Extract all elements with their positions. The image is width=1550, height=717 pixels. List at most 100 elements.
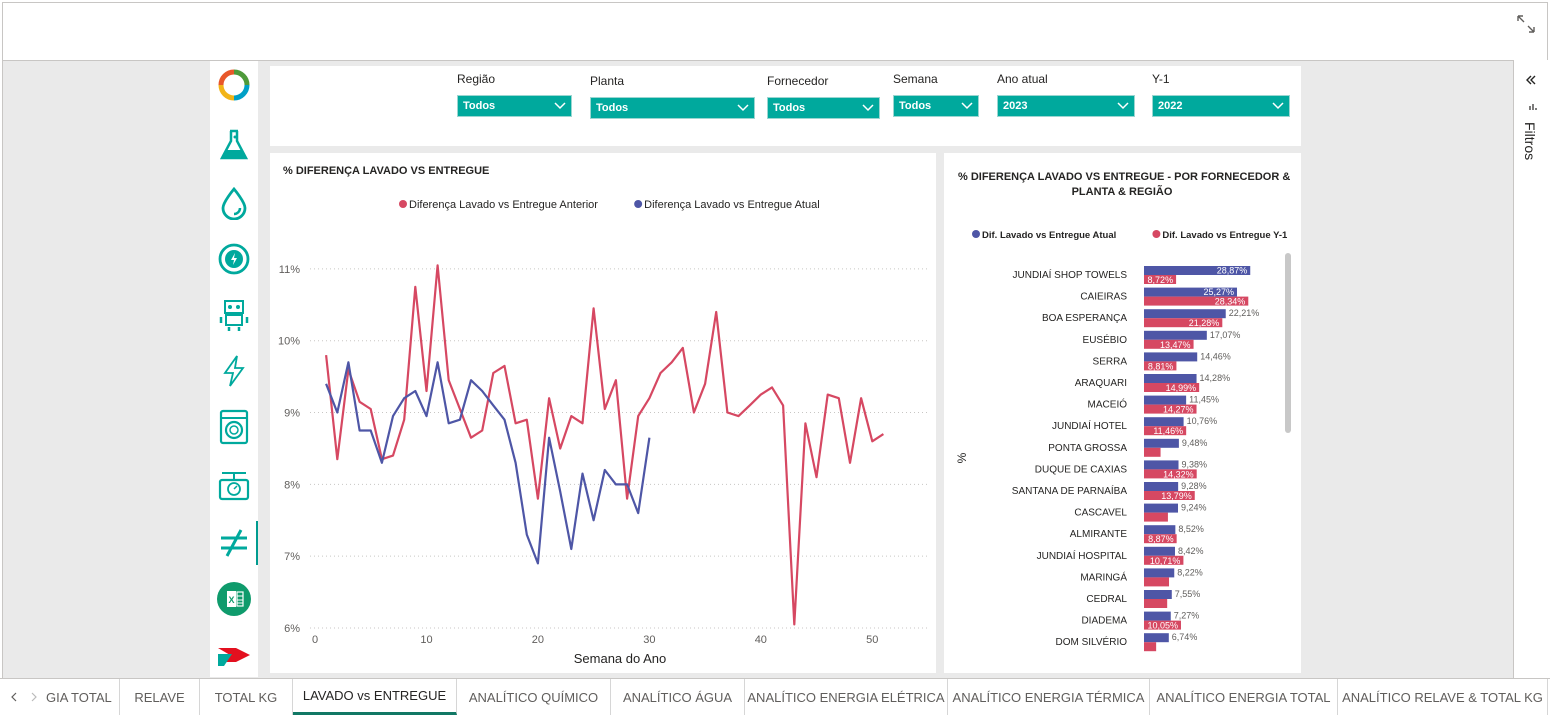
filter-icon bbox=[1529, 104, 1537, 110]
bar-y-1[interactable] bbox=[1144, 599, 1168, 608]
category-label: BOA ESPERANÇA bbox=[1042, 313, 1127, 324]
bar-data-label: 8,81% bbox=[1148, 361, 1174, 371]
slicer-label: Ano atual bbox=[997, 72, 1048, 86]
expand-icon[interactable] bbox=[1515, 13, 1537, 35]
scale-icon[interactable] bbox=[216, 467, 252, 503]
bar-atual[interactable] bbox=[1144, 330, 1207, 340]
bar-chart[interactable]: % DIFERENÇA LAVADO VS ENTREGUE - POR FOR… bbox=[944, 153, 1301, 673]
bar-y-1[interactable] bbox=[1144, 534, 1177, 544]
category-label: DOM SILVÉRIO bbox=[1056, 635, 1128, 648]
bar-y-1[interactable] bbox=[1144, 642, 1157, 652]
tab-anal-tico-qu-mico[interactable]: ANALÍTICO QUÍMICO bbox=[457, 679, 611, 715]
legend-marker bbox=[1152, 230, 1161, 238]
bar-atual[interactable] bbox=[1144, 352, 1198, 362]
bar-data-label: 10,05% bbox=[1147, 621, 1178, 631]
washing-machine-icon[interactable] bbox=[216, 409, 252, 445]
bar-y-1[interactable] bbox=[1144, 512, 1168, 522]
bar-y-1[interactable] bbox=[1144, 361, 1177, 371]
navigation-sidebar: X bbox=[210, 61, 258, 677]
regiao-dropdown[interactable]: Todos bbox=[457, 95, 572, 117]
tab-label: GIA TOTAL bbox=[46, 689, 112, 705]
tab-anal-tico-relave-total-kg[interactable]: ANALÍTICO RELAVE & TOTAL KG bbox=[1338, 679, 1548, 715]
category-label: SERRA bbox=[1093, 356, 1128, 367]
recycle-icon[interactable] bbox=[216, 67, 252, 103]
semana-dropdown[interactable]: Todos bbox=[893, 95, 979, 117]
legend-item[interactable]: Diferença Lavado vs Entregue Atual bbox=[634, 199, 820, 211]
water-drop-icon[interactable] bbox=[216, 185, 252, 221]
bar-atual[interactable] bbox=[1144, 525, 1176, 535]
bar-data-label: 6,74% bbox=[1172, 632, 1198, 642]
bar-y-1[interactable] bbox=[1144, 296, 1249, 306]
lightning-icon[interactable] bbox=[216, 353, 252, 389]
scrollbar[interactable] bbox=[1285, 253, 1291, 433]
bar-data-label: 13,47% bbox=[1160, 340, 1191, 350]
bar-y-1[interactable] bbox=[1144, 491, 1195, 500]
tab-gia-total[interactable]: GIA TOTAL bbox=[46, 679, 120, 715]
legend-item[interactable]: Dif. Lavado vs Entregue Atual bbox=[972, 230, 1116, 241]
bar-atual[interactable] bbox=[1144, 417, 1184, 427]
series-line[interactable] bbox=[325, 361, 651, 565]
tab-label: ANALÍTICO ENERGIA TOTAL bbox=[1156, 689, 1331, 705]
slicer-label: Y-1 bbox=[1152, 72, 1170, 86]
bar-atual[interactable] bbox=[1144, 460, 1179, 470]
brand-logo-icon[interactable] bbox=[216, 637, 252, 673]
legend-label: Diferença Lavado vs Entregue Anterior bbox=[409, 199, 598, 211]
tab-total-kg[interactable]: TOTAL KG bbox=[200, 679, 293, 715]
y-axis-title: % bbox=[955, 452, 969, 463]
bar-atual[interactable] bbox=[1144, 633, 1169, 643]
bar-data-label: 10,76% bbox=[1187, 416, 1218, 426]
tab-anal-tico-gua[interactable]: ANALÍTICO ÁGUA bbox=[611, 679, 745, 715]
bar-atual[interactable] bbox=[1144, 568, 1175, 578]
tab-scroll-right-icon[interactable] bbox=[30, 692, 38, 702]
legend-marker bbox=[399, 200, 407, 208]
bar-atual[interactable] bbox=[1144, 309, 1226, 319]
bar-y-1[interactable] bbox=[1144, 275, 1177, 284]
tab-anal-tico-energia-el-trica[interactable]: ANALÍTICO ENERGIA ELÉTRICA bbox=[745, 679, 948, 715]
bar-y-1[interactable] bbox=[1144, 426, 1187, 436]
line-chart[interactable]: % DIFERENÇA LAVADO VS ENTREGUE Diferença… bbox=[270, 153, 936, 673]
bar-atual[interactable] bbox=[1144, 438, 1179, 448]
energy-cycle-icon[interactable] bbox=[216, 241, 252, 277]
bar-atual[interactable] bbox=[1144, 266, 1251, 275]
robot-icon[interactable] bbox=[216, 297, 252, 333]
bar-atual[interactable] bbox=[1144, 503, 1179, 513]
bar-data-label: 13,79% bbox=[1161, 491, 1192, 501]
fornecedor-dropdown[interactable]: Todos bbox=[767, 97, 880, 119]
bar-y-1[interactable] bbox=[1144, 383, 1200, 392]
category-label: ALMIRANTE bbox=[1070, 529, 1128, 540]
bar-y-1[interactable] bbox=[1144, 577, 1170, 587]
tab-relave[interactable]: RELAVE bbox=[120, 679, 200, 715]
bar-y-1[interactable] bbox=[1144, 318, 1223, 328]
bar-y-1[interactable] bbox=[1144, 339, 1194, 349]
legend-item[interactable]: Diferença Lavado vs Entregue Anterior bbox=[399, 199, 598, 211]
bar-atual[interactable] bbox=[1144, 590, 1172, 599]
bar-atual[interactable] bbox=[1144, 287, 1237, 297]
legend-item[interactable]: Dif. Lavado vs Entregue Y-1 bbox=[1152, 230, 1288, 241]
bar-atual[interactable] bbox=[1144, 546, 1175, 556]
bar-y-1[interactable] bbox=[1144, 469, 1197, 479]
excel-icon[interactable]: X bbox=[216, 581, 252, 617]
bar-y-1[interactable] bbox=[1144, 620, 1181, 630]
bar-y-1[interactable] bbox=[1144, 404, 1197, 414]
bar-y-1[interactable] bbox=[1144, 447, 1161, 457]
chart-title: % DIFERENÇA LAVADO VS ENTREGUE bbox=[283, 165, 489, 177]
bar-atual[interactable] bbox=[1144, 482, 1179, 491]
collapse-chevron-icon[interactable] bbox=[1525, 74, 1537, 86]
planta-dropdown[interactable]: Todos bbox=[590, 97, 755, 119]
bar-atual[interactable] bbox=[1144, 374, 1197, 383]
tab-anal-tico-energia-total[interactable]: ANALÍTICO ENERGIA TOTAL bbox=[1150, 679, 1338, 715]
bar-atual[interactable] bbox=[1144, 611, 1171, 621]
not-equal-icon[interactable] bbox=[216, 525, 252, 561]
slicer-fornecedor: Fornecedor Todos bbox=[767, 74, 880, 119]
flask-icon[interactable] bbox=[216, 127, 252, 163]
series-line[interactable] bbox=[325, 264, 884, 626]
tab-scroll-left-icon[interactable] bbox=[10, 692, 18, 702]
filters-pane[interactable]: Filtros bbox=[1513, 60, 1548, 678]
page-tabs: GIA TOTAL RELAVE TOTAL KG LAVADO vs ENTREGU… bbox=[0, 678, 1550, 717]
y-1-dropdown[interactable]: 2022 bbox=[1152, 95, 1290, 117]
tab-lavado-vs-entregue[interactable]: LAVADO vs ENTREGUE bbox=[293, 679, 457, 715]
ano-atual-dropdown[interactable]: 2023 bbox=[997, 95, 1135, 117]
bar-y-1[interactable] bbox=[1144, 555, 1184, 565]
bar-atual[interactable] bbox=[1144, 395, 1187, 405]
tab-anal-tico-energia-t-rmica[interactable]: ANALÍTICO ENERGIA TÉRMICA bbox=[948, 679, 1150, 715]
